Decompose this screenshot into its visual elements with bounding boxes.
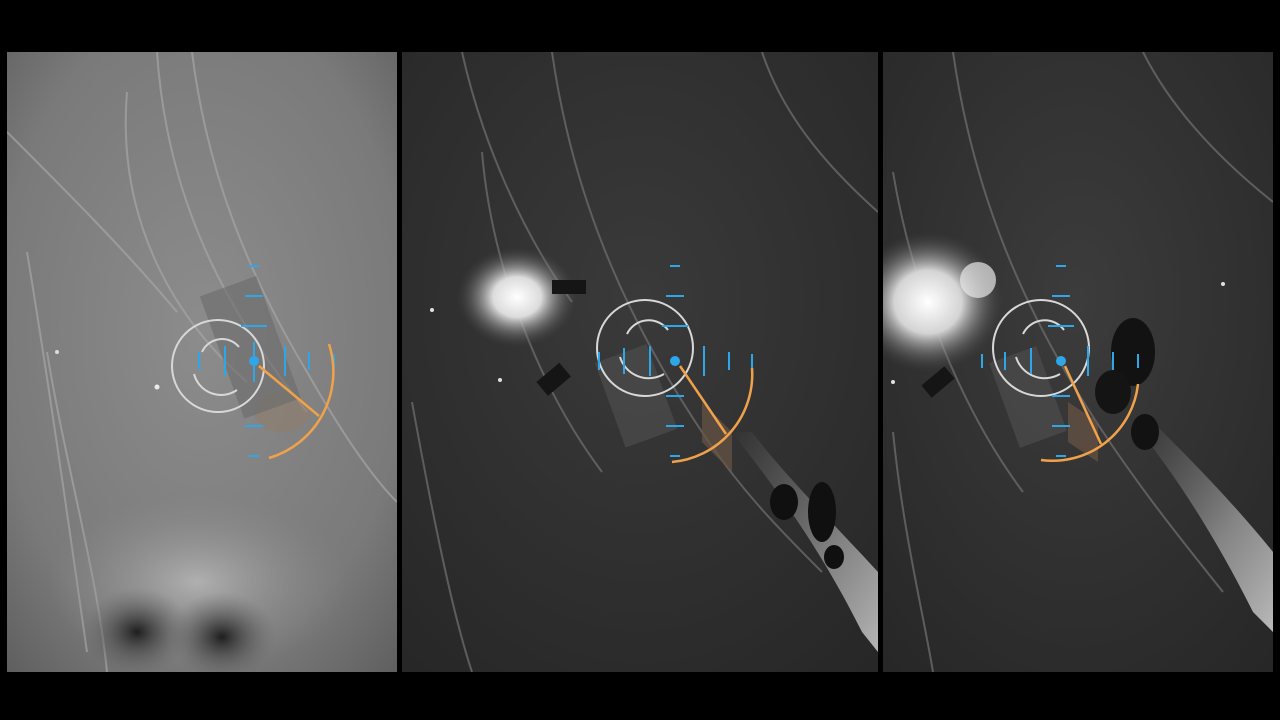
bearing-arc-icon: [258, 343, 335, 460]
target-vehicle: [989, 346, 1067, 448]
thermal-image-1: [7, 52, 397, 672]
smoke-trail: [732, 432, 878, 652]
bearing-arc-icon: [1040, 365, 1140, 462]
target-circle-icon: [171, 319, 265, 413]
crosshair-reticle-icon: [598, 265, 753, 457]
impact-flash: [457, 247, 577, 347]
thermal-image-3: [883, 52, 1273, 672]
thermal-panel-3: [883, 52, 1273, 672]
thermal-image-2: [402, 52, 878, 672]
target-circle-icon: [596, 299, 694, 397]
smoke-trail: [1133, 422, 1273, 632]
thermal-panel-1: [7, 52, 397, 672]
thermal-panel-2: [402, 52, 878, 672]
crosshair-reticle-icon: [981, 265, 1139, 457]
vehicle-tracks: [411, 52, 878, 672]
bearing-arc-icon: [671, 365, 754, 464]
crosshair-reticle-icon: [198, 265, 335, 457]
